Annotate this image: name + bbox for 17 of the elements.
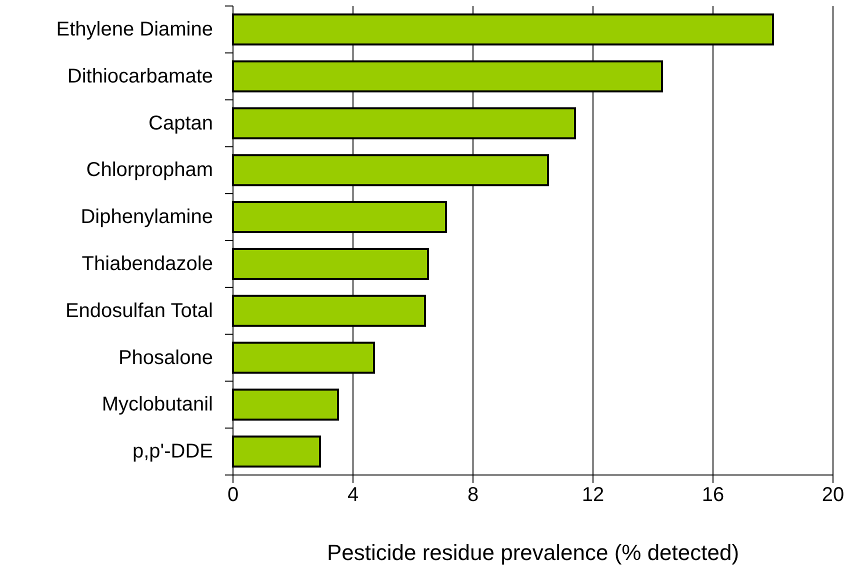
x-axis-title: Pesticide residue prevalence (% detected) (326, 540, 740, 565)
x-tick-label: 12 (582, 484, 604, 506)
y-tick-label: p,p'-DDE (132, 440, 213, 463)
x-tick-label: 4 (347, 484, 359, 506)
x-tick-label: 8 (467, 484, 479, 506)
y-tick-label: Captan (148, 112, 213, 134)
x-tick-label: 16 (702, 484, 724, 506)
y-tick-label: Myclobutanil (102, 394, 213, 416)
x-tick-label: 0 (227, 484, 239, 506)
y-tick-label: Dithiocarbamate (67, 65, 213, 88)
y-tick-label: Ethylene Diamine (56, 18, 213, 40)
y-tick-label: Phosalone (118, 346, 213, 369)
y-tick-label: Endosulfan Total (65, 300, 213, 322)
y-tick-label: Chlorpropham (86, 159, 213, 182)
y-tick-label: Thiabendazole (82, 252, 213, 275)
y-tick-label: Diphenylamine (80, 206, 213, 228)
x-tick-label: 20 (822, 484, 844, 506)
